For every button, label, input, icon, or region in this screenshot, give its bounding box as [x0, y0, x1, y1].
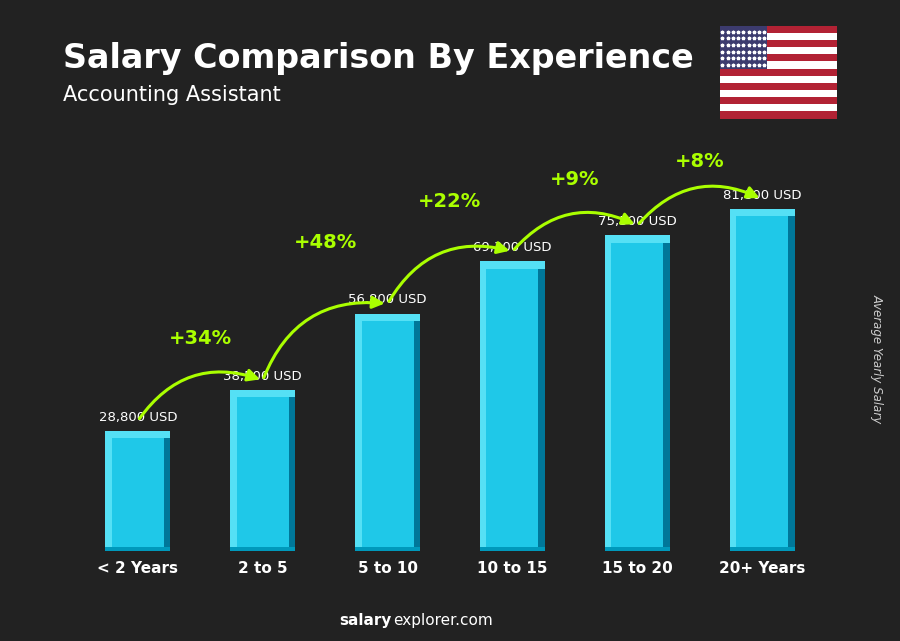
Bar — [105, 431, 112, 551]
Bar — [663, 235, 670, 551]
Bar — [720, 104, 837, 112]
Bar — [105, 431, 170, 438]
Bar — [538, 262, 544, 551]
Bar — [720, 62, 837, 69]
Bar — [480, 262, 544, 269]
Text: 38,500 USD: 38,500 USD — [223, 370, 302, 383]
Bar — [720, 47, 837, 54]
Bar — [289, 390, 295, 551]
Bar — [164, 431, 170, 551]
Text: 75,500 USD: 75,500 USD — [598, 215, 677, 228]
Text: +9%: +9% — [550, 171, 599, 189]
Bar — [480, 547, 544, 551]
Bar — [356, 313, 362, 551]
Text: explorer.com: explorer.com — [393, 613, 493, 628]
Bar — [720, 69, 837, 76]
Bar — [105, 431, 170, 551]
Text: +34%: +34% — [169, 329, 232, 348]
Bar — [730, 547, 795, 551]
Bar — [720, 54, 837, 62]
Bar — [356, 547, 420, 551]
Text: +8%: +8% — [675, 152, 724, 171]
Bar — [720, 26, 837, 33]
Text: salary: salary — [339, 613, 392, 628]
Bar — [605, 235, 611, 551]
Bar — [720, 97, 837, 104]
Text: 69,300 USD: 69,300 USD — [473, 241, 552, 254]
Text: 81,800 USD: 81,800 USD — [723, 189, 801, 202]
Bar — [720, 40, 837, 47]
Bar — [413, 313, 420, 551]
Bar — [730, 209, 736, 551]
Text: Average Yearly Salary: Average Yearly Salary — [871, 294, 884, 424]
Bar — [105, 547, 170, 551]
Bar — [230, 390, 295, 551]
Bar — [605, 235, 670, 242]
Bar — [480, 262, 487, 551]
Bar — [720, 90, 837, 97]
Bar — [720, 26, 767, 69]
Bar — [720, 33, 837, 40]
Bar — [230, 390, 295, 397]
Text: Accounting Assistant: Accounting Assistant — [63, 85, 281, 104]
Bar — [230, 390, 237, 551]
Bar — [356, 313, 420, 551]
Bar — [605, 235, 670, 551]
Text: Salary Comparison By Experience: Salary Comparison By Experience — [63, 42, 694, 74]
Bar — [356, 313, 420, 320]
Bar — [730, 209, 795, 551]
Bar — [230, 547, 295, 551]
Text: 56,800 USD: 56,800 USD — [348, 294, 427, 306]
Bar — [605, 547, 670, 551]
Bar — [720, 76, 837, 83]
Bar — [788, 209, 795, 551]
Text: +48%: +48% — [293, 233, 356, 252]
Bar — [730, 209, 795, 216]
Text: +22%: +22% — [418, 192, 482, 212]
Bar — [720, 83, 837, 90]
Text: 28,800 USD: 28,800 USD — [99, 411, 177, 424]
Bar — [720, 112, 837, 119]
Bar — [480, 262, 544, 551]
